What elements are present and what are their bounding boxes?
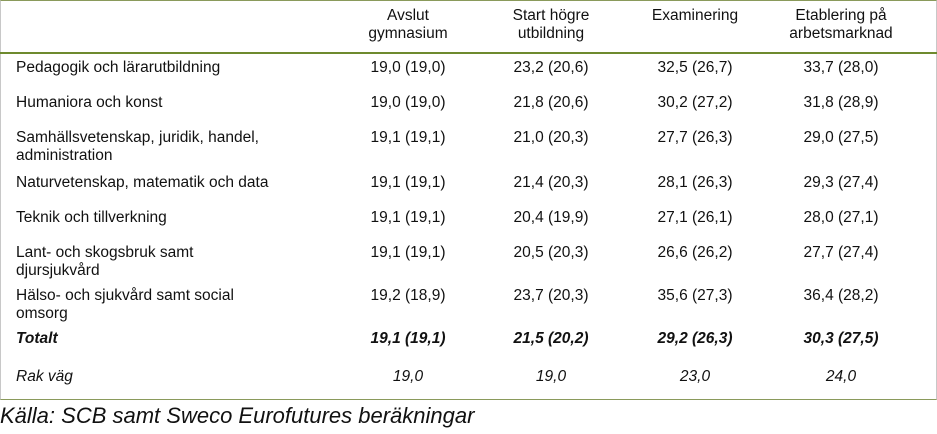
total-cell: 30,3 (27,5) — [803, 330, 879, 347]
column-header-etablering: Etablering på arbetsmarknad — [766, 7, 916, 43]
rak-vag-cell: 19,0 — [392, 368, 424, 385]
rak-vag-cell: 23,0 — [679, 368, 711, 385]
row-label-line: djursjukvård — [16, 262, 100, 279]
row-label-line: Teknik och tillverkning — [16, 209, 167, 226]
row-label-line: Naturvetenskap, matematik och data — [16, 174, 269, 191]
row-label-line: Hälso- och sjukvård samt social — [16, 287, 234, 304]
table-cell: 35,6 (27,3) — [657, 287, 733, 304]
rak-vag-cell: 19,0 — [535, 368, 567, 385]
row-label-teknik: Teknik och tillverkning — [16, 209, 316, 227]
table-cell: 21,4 (20,3) — [513, 174, 589, 191]
source-note: Källa: SCB samt Sweco Eurofutures beräkn… — [0, 403, 475, 428]
table-cell: 28,0 (27,1) — [803, 209, 879, 226]
row-label-pedagogik: Pedagogik och lärarutbildning — [16, 59, 316, 77]
table-cell: 31,8 (28,9) — [803, 94, 879, 111]
table-cell: 33,7 (28,0) — [803, 59, 879, 76]
table-cell: 29,0 (27,5) — [803, 129, 879, 146]
table-cell: 19,2 (18,9) — [370, 287, 446, 304]
table-cell: 19,0 (19,0) — [370, 94, 446, 111]
row-label-samhallsvetenskap: Samhällsvetenskap, juridik, handel, admi… — [16, 129, 316, 165]
column-header-avslut-gymnasium: Avslut gymnasium — [348, 7, 468, 43]
column-header-line: Etablering på — [795, 7, 887, 24]
row-label-rak-vag: Rak väg — [16, 368, 73, 385]
table-cell: 19,1 (19,1) — [370, 244, 446, 261]
total-cell: 19,1 (19,1) — [370, 330, 446, 347]
column-header-line: Avslut — [387, 7, 429, 24]
row-label-humaniora: Humaniora och konst — [16, 94, 316, 112]
table-cell: 36,4 (28,2) — [803, 287, 879, 304]
header-divider — [0, 52, 937, 54]
column-header-line: Examinering — [651, 7, 739, 24]
table-cell: 29,3 (27,4) — [803, 174, 879, 191]
table-cell: 26,6 (26,2) — [657, 244, 733, 261]
row-label-halso-sjukvard: Hälso- och sjukvård samt social omsorg — [16, 287, 316, 323]
column-header-line: gymnasium — [368, 25, 448, 42]
row-label-line: administration — [16, 147, 113, 164]
table-cell: 27,1 (26,1) — [657, 209, 733, 226]
table-cell: 19,1 (19,1) — [370, 129, 446, 146]
column-header-line: utbildning — [517, 25, 585, 42]
row-label-line: Samhällsvetenskap, juridik, handel, — [16, 129, 259, 146]
column-header-line: arbetsmarknad — [789, 25, 893, 42]
row-label-line: omsorg — [16, 305, 68, 322]
table-cell: 23,7 (20,3) — [513, 287, 589, 304]
table-cell: 19,0 (19,0) — [370, 59, 446, 76]
row-label-naturvetenskap: Naturvetenskap, matematik och data — [16, 174, 316, 192]
table-cell: 21,0 (20,3) — [513, 129, 589, 146]
table-cell: 19,1 (19,1) — [370, 209, 446, 226]
table-cell: 20,5 (20,3) — [513, 244, 589, 261]
row-label-line: Lant- och skogsbruk samt — [16, 244, 194, 261]
column-header-start-hogre-utbildning: Start högre utbildning — [486, 7, 616, 43]
table-cell: 21,8 (20,6) — [513, 94, 589, 111]
table-cell: 28,1 (26,3) — [657, 174, 733, 191]
table-cell: 27,7 (27,4) — [803, 244, 879, 261]
table-cell: 30,2 (27,2) — [657, 94, 733, 111]
row-label-line: Pedagogik och lärarutbildning — [16, 59, 221, 76]
column-header-examinering: Examinering — [630, 7, 760, 25]
table-cell: 27,7 (26,3) — [657, 129, 733, 146]
rak-vag-cell: 24,0 — [825, 368, 857, 385]
column-header-line: Start högre — [512, 7, 590, 24]
total-cell: 29,2 (26,3) — [657, 330, 733, 347]
table-cell: 32,5 (26,7) — [657, 59, 733, 76]
row-label-line: Humaniora och konst — [16, 94, 163, 111]
row-label-lant-skogsbruk: Lant- och skogsbruk samt djursjukvård — [16, 244, 316, 280]
total-cell: 21,5 (20,2) — [513, 330, 589, 347]
table-cell: 20,4 (19,9) — [513, 209, 589, 226]
table-cell: 19,1 (19,1) — [370, 174, 446, 191]
row-label-totalt: Totalt — [16, 330, 58, 347]
table-cell: 23,2 (20,6) — [513, 59, 589, 76]
